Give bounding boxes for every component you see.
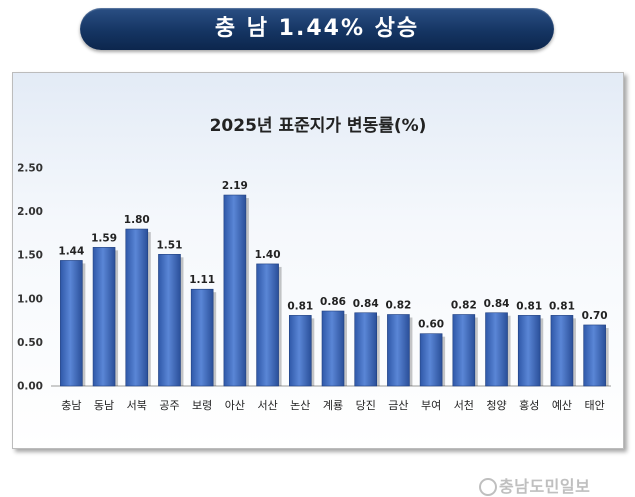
x-tick-label: 청양 <box>486 399 506 412</box>
x-tick-label: 금산 <box>388 399 408 412</box>
x-tick-label: 태안 <box>585 399 605 412</box>
bar-value-label: 1.51 <box>157 239 183 251</box>
x-tick-label: 홍성 <box>519 398 539 412</box>
bar <box>354 312 378 387</box>
bar <box>256 263 279 387</box>
bar-value-label: 0.86 <box>320 296 346 308</box>
x-tick-label: 아산 <box>225 399 245 412</box>
bar <box>452 314 476 387</box>
bar <box>517 315 541 387</box>
bar-value-label: 0.84 <box>484 298 510 310</box>
bar <box>158 254 181 387</box>
bar-value-label: 1.11 <box>189 274 215 286</box>
headline-text: 충 남 1.44% 상승 <box>214 16 420 41</box>
y-tick-label: 2.00 <box>17 206 43 218</box>
x-tick-label: 논산 <box>290 399 310 412</box>
bar <box>419 333 443 387</box>
bar <box>485 312 508 387</box>
watermark-logo-icon <box>479 478 497 496</box>
x-tick-label: 부여 <box>421 399 441 412</box>
bar <box>583 324 606 387</box>
bar-value-label: 0.60 <box>418 319 444 331</box>
value-labels: 1.44 1.59 1.80 1.51 1.11 2.19 1.40 0.81 0.86 0.84… <box>58 180 607 331</box>
chart-title: 2025년 표준지가 변동률(%) <box>209 116 427 136</box>
bar <box>60 260 83 387</box>
x-tick-label: 서천 <box>454 398 474 412</box>
bar-value-label: 1.59 <box>91 232 117 244</box>
x-tick-label: 충남 <box>61 399 81 412</box>
watermark: 충남도민일보 <box>479 473 590 497</box>
x-tick-label: 서북 <box>127 399 147 412</box>
x-axis-labels: 충남 동남 서북 공주 보령 아산 서산 논산 계룡 당진 금산 부여 서천 청양 홍성 예산 태안 <box>61 398 605 412</box>
bar-value-label: 0.82 <box>385 299 411 311</box>
bar-value-label: 0.81 <box>549 300 575 312</box>
bar <box>387 314 410 387</box>
bar-value-label: 2.19 <box>222 180 248 192</box>
x-tick-label: 당진 <box>356 399 376 412</box>
x-tick-label: 보령 <box>192 399 212 412</box>
y-tick-label: 0.50 <box>17 337 43 349</box>
watermark-text: 충남도민일보 <box>499 477 591 496</box>
x-tick-label: 예산 <box>552 399 572 412</box>
bar <box>92 247 116 387</box>
bar-value-label: 0.82 <box>451 299 477 311</box>
bar-value-label: 0.81 <box>287 300 313 312</box>
bar-value-label: 0.84 <box>353 298 379 310</box>
x-tick-label: 공주 <box>159 399 179 412</box>
headline-banner: 충 남 1.44% 상승 <box>80 8 554 50</box>
bar-value-label: 1.80 <box>124 214 150 226</box>
y-tick-label: 1.50 <box>17 250 43 262</box>
chart-panel: 2025년 표준지가 변동률(%) 0.00 0.50 1.00 1.50 2.00 2.… <box>12 72 624 496</box>
bar-series <box>60 194 609 387</box>
bar-value-label: 0.70 <box>582 310 608 322</box>
y-tick-label: 2.50 <box>17 163 43 175</box>
bar-value-label: 1.40 <box>255 249 281 261</box>
bar-chart: 0.00 0.50 1.00 1.50 2.00 2.50 1.44 1.59 1.80 1.5… <box>17 163 611 412</box>
x-tick-label: 서산 <box>257 399 277 412</box>
bar <box>223 194 247 387</box>
y-tick-label: 1.00 <box>17 293 43 305</box>
x-tick-label: 계룡 <box>323 399 343 412</box>
bar-value-label: 1.44 <box>58 245 84 257</box>
bar <box>550 315 574 387</box>
x-tick-label: 동남 <box>94 399 114 412</box>
bar <box>190 288 214 387</box>
bar <box>125 228 149 387</box>
bar <box>288 315 312 387</box>
y-tick-label: 0.00 <box>17 381 43 393</box>
bar-value-label: 0.81 <box>516 300 542 312</box>
bar <box>321 310 345 387</box>
